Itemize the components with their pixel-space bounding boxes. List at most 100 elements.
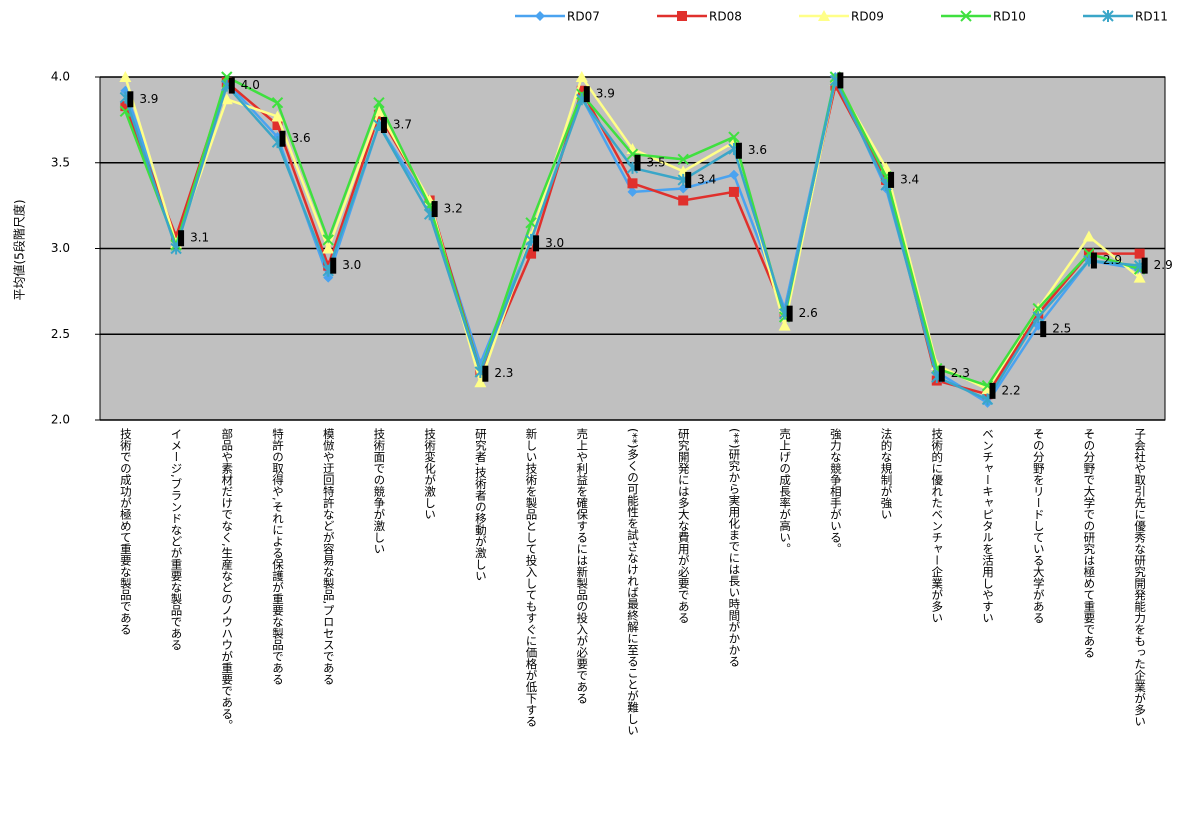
marker — [271, 97, 284, 109]
marker — [330, 257, 337, 274]
data-label: 3.6 — [748, 143, 767, 157]
x-tick-foreign: 法的な規制が強い — [879, 428, 894, 520]
x-tick-foreign: (**)多くの可能性を試さなければ最終解に至ることが難しい — [625, 428, 640, 736]
marker — [1090, 252, 1097, 269]
marker — [322, 242, 335, 254]
legend-label: RD08 — [709, 10, 742, 24]
x-tick-label: 技術面での競争が激しい — [372, 428, 387, 555]
data-label: 3.9 — [596, 87, 615, 101]
marker — [120, 85, 131, 96]
x-tick-label: 売上や利益を確保するには新製品の投入が必要である — [575, 428, 590, 704]
marker — [1102, 10, 1114, 22]
y-tick-label: 3.0 — [51, 241, 70, 255]
data-label: 2.9 — [1103, 253, 1122, 267]
marker — [938, 365, 945, 382]
marker — [627, 186, 638, 197]
x-tick-label: 研究者,技術者の移動が激しい — [473, 428, 488, 582]
x-tick-foreign: 売上げの成長率が高い。 — [778, 428, 793, 555]
marker — [482, 365, 489, 382]
data-label: 3.7 — [393, 118, 412, 132]
data-label: 4.0 — [241, 78, 260, 92]
marker — [634, 154, 641, 171]
data-label: 3.0 — [545, 236, 564, 250]
x-tick-foreign: その分野をリードしている大学がある — [1031, 428, 1046, 624]
marker — [279, 130, 286, 147]
y-tick-label: 3.5 — [51, 155, 70, 169]
data-label: 2.6 — [799, 306, 818, 320]
x-tick-foreign: 技術面での競争が激しい — [372, 428, 387, 555]
x-tick-foreign: 研究者,技術者の移動が激しい — [473, 428, 488, 582]
x-tick-label: イメージ,ブランドなどが重要な製品である — [169, 428, 184, 651]
x-tick-foreign: 技術変化が激しい — [423, 428, 438, 520]
x-tick-label: 子会社や取引先に優秀な研究開発能力をもった企業が多い — [1133, 428, 1148, 727]
data-label: 3.1 — [190, 231, 209, 245]
marker — [220, 93, 233, 105]
y-axis-title: 平均値(5段階尺度) — [12, 200, 27, 301]
data-label: 2.3 — [494, 366, 513, 380]
x-tick-foreign: 子会社や取引先に優秀な研究開発能力をもった企業が多い — [1133, 428, 1148, 727]
y-tick-label: 4.0 — [51, 70, 70, 84]
marker — [431, 201, 438, 218]
marker — [627, 178, 638, 189]
marker — [1133, 271, 1146, 283]
marker — [1141, 257, 1148, 274]
x-tick-label: 特許の取得や,それによる保護が重要な製品である — [270, 428, 285, 685]
data-label: 3.6 — [292, 131, 311, 145]
marker — [778, 319, 791, 331]
data-label: 2.9 — [1154, 258, 1173, 272]
data-label: 3.4 — [697, 172, 716, 186]
x-tick-label: 技術での成功が極めて重要な製品である — [118, 428, 133, 635]
marker — [583, 86, 590, 103]
x-tick-label: 法的な規制が強い — [879, 428, 894, 520]
marker — [685, 171, 692, 188]
x-tick-foreign: 強力な競争相手がいる。 — [829, 428, 843, 555]
marker — [1082, 230, 1095, 242]
marker — [728, 169, 739, 180]
marker — [960, 10, 972, 22]
x-tick-label: 売上げの成長率が高い。 — [778, 428, 793, 555]
data-label: 3.0 — [342, 258, 361, 272]
x-tick-label: その分野で大学での研究は極めて重要である — [1082, 428, 1097, 658]
marker — [1134, 248, 1145, 259]
marker — [525, 217, 537, 229]
data-label: 2.5 — [1052, 322, 1071, 336]
marker — [735, 142, 742, 159]
marker — [888, 171, 895, 188]
x-tick-label: (**)研究から実用化までには長い時間がかかる — [727, 428, 742, 667]
marker — [380, 117, 387, 134]
marker — [575, 71, 588, 82]
x-tick-label: 技術変化が激しい — [423, 428, 438, 520]
legend-label: RD07 — [567, 10, 600, 24]
marker — [728, 131, 740, 143]
data-label: 3.4 — [900, 172, 919, 186]
marker — [989, 382, 996, 399]
marker — [576, 85, 587, 96]
x-tick-label: ベンチャーキャピタルを活用しやすい — [980, 428, 995, 624]
x-tick-foreign: 技術的に優れたベンチャー企業が多い — [930, 428, 945, 624]
marker — [228, 77, 235, 94]
x-tick-label: 研究開発には多大な費用が必要である — [676, 428, 691, 624]
x-tick-foreign: 部品や素材だけでなく,生産などのノウハウが重要である。 — [220, 428, 234, 731]
x-tick-label: (**)多くの可能性を試さなければ最終解に至ることが難しい — [625, 428, 640, 736]
data-label: 3.9 — [139, 92, 158, 106]
marker — [127, 91, 134, 108]
marker — [526, 248, 537, 259]
marker — [120, 101, 131, 112]
legend-label: RD11 — [1135, 10, 1168, 24]
marker — [272, 120, 283, 131]
x-tick-foreign: 売上や利益を確保するには新製品の投入が必要である — [575, 428, 590, 704]
x-tick-label: その分野をリードしている大学がある — [1031, 428, 1046, 624]
x-tick-foreign: 技術での成功が極めて重要な製品である — [118, 428, 133, 635]
x-tick-label: 技術的に優れたベンチャー企業が多い — [930, 428, 945, 624]
x-tick-foreign: 特許の取得や,それによる保護が重要な製品である — [270, 428, 285, 685]
marker — [728, 186, 739, 197]
x-tick-foreign: 研究開発には多大な費用が必要である — [676, 428, 691, 624]
x-tick-foreign: 新しい技術を製品として投入してもすぐに価格が低下する — [525, 428, 539, 727]
marker — [533, 235, 540, 252]
x-tick-foreign: (**)研究から実用化までには長い時間がかかる — [727, 428, 742, 667]
marker — [1040, 321, 1047, 338]
marker — [677, 11, 687, 21]
marker — [322, 234, 334, 246]
marker — [786, 305, 793, 322]
